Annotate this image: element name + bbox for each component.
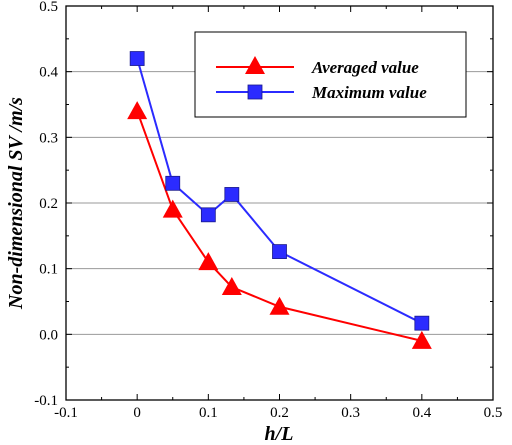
legend: Averaged value Maximum value <box>194 31 467 118</box>
data-point-averaged-value <box>269 296 290 315</box>
data-point-averaged-value <box>127 101 148 120</box>
series-layer <box>127 51 432 349</box>
data-point-maximum-value <box>224 187 240 202</box>
legend-box <box>194 31 467 118</box>
legend-label-maximum: Maximum value <box>311 83 427 102</box>
axis-ticks: -0.1 0.0 0.1 0.2 0.3 0.4 0.5 -0.1 0 0.1 0.2 0.3 0.4 0… <box>34 0 502 421</box>
data-point-maximum-value <box>129 51 145 66</box>
data-point-averaged-value <box>221 277 242 296</box>
y-tick-label: 0.1 <box>39 262 58 278</box>
legend-marker-maximum <box>247 84 263 100</box>
y-tick-label: 0.3 <box>39 130 58 146</box>
y-tick-label: 0.0 <box>39 327 58 343</box>
series-line-averaged-value <box>136 110 423 342</box>
data-point-averaged-value <box>162 199 183 218</box>
x-tick-label: -0.1 <box>54 405 78 421</box>
legend-label-averaged: Averaged value <box>311 58 419 77</box>
data-point-maximum-value <box>165 175 181 191</box>
data-point-averaged-value <box>198 252 219 271</box>
x-tick-label: 0.3 <box>341 405 360 421</box>
y-tick-label: -0.1 <box>34 393 58 409</box>
x-tick-label: 0.1 <box>199 405 218 421</box>
series-line-maximum-value <box>136 58 423 325</box>
x-tick-label: 0.5 <box>484 405 503 421</box>
x-tick-label: 0 <box>133 405 141 421</box>
x-tick-label: 0.4 <box>412 405 431 421</box>
y-axis-title: Non-dimensional SV /m/s <box>5 97 27 310</box>
legend-marker-averaged <box>245 56 265 74</box>
y-tick-label: 0.5 <box>39 0 58 15</box>
data-point-maximum-value <box>272 244 287 259</box>
x-axis-title: h/L <box>265 423 294 445</box>
y-tick-label: 0.4 <box>39 65 58 81</box>
x-tick-label: 0.2 <box>270 405 289 421</box>
data-point-maximum-value <box>200 207 216 223</box>
y-tick-label: 0.2 <box>39 196 58 212</box>
data-point-maximum-value <box>414 315 430 331</box>
data-point-averaged-value <box>411 330 432 349</box>
